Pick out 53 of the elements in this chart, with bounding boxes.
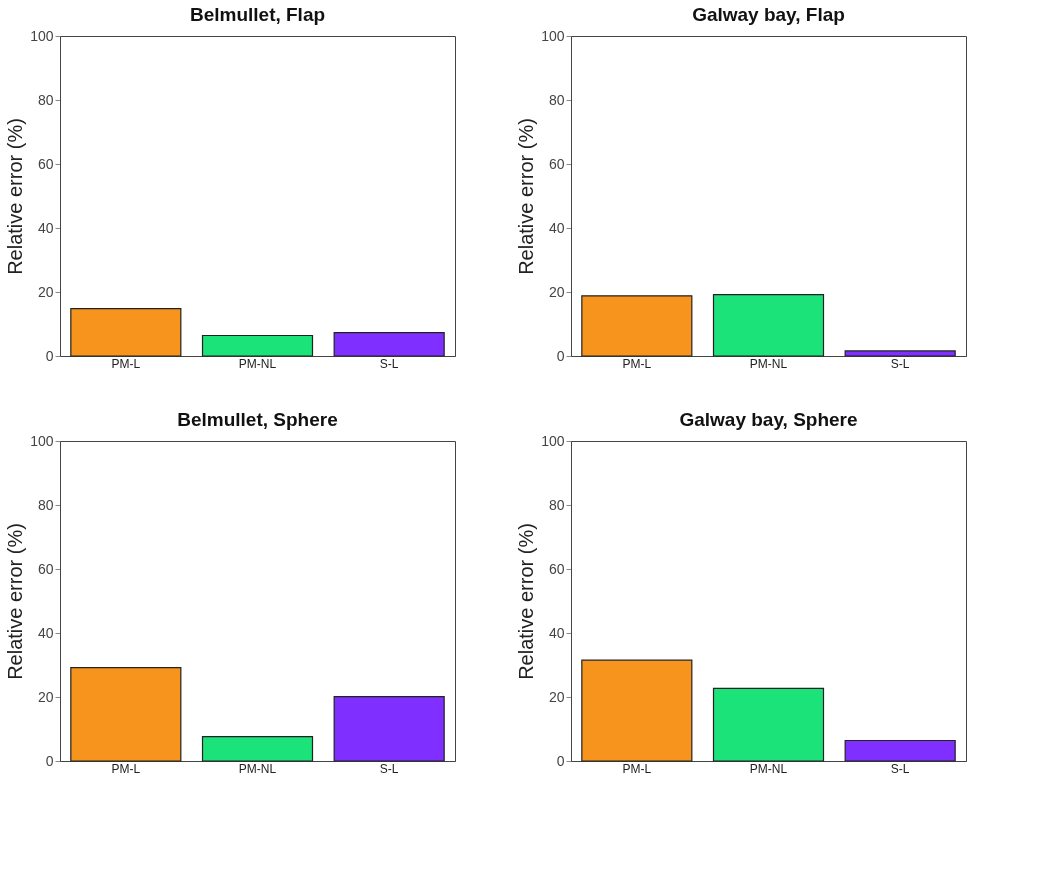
y-tick-label: 60 (548, 155, 565, 172)
y-tick-label: 0 (556, 347, 565, 364)
bar (712, 293, 825, 357)
x-tick-label: S-L (890, 761, 910, 776)
x-tick-label: PM-NL (238, 761, 277, 776)
y-tick-label: 40 (548, 624, 565, 641)
y-tick-label: 60 (37, 560, 54, 577)
y-tick-label: 40 (37, 219, 54, 236)
y-tick-label: 100 (541, 27, 565, 44)
bar (201, 736, 314, 762)
y-tick-label: 0 (556, 752, 565, 769)
x-tick-label: S-L (379, 356, 399, 371)
y-tick-label: 20 (548, 283, 565, 300)
x-tick-label: PM-NL (238, 356, 277, 371)
x-tick-label: S-L (379, 761, 399, 776)
bar (70, 666, 182, 762)
y-tick-label: 80 (548, 91, 565, 108)
y-tick-label: 0 (45, 752, 54, 769)
x-tick-label: PM-L (111, 356, 141, 371)
x-tick-label: PM-L (622, 761, 652, 776)
y-tick-label: 100 (541, 432, 565, 449)
y-tick-label: 80 (548, 496, 565, 513)
y-tick-label: 80 (37, 496, 54, 513)
y-tick-label: 40 (548, 219, 565, 236)
y-axis-title: Relative error (%) (515, 523, 538, 680)
chart-title: Belmullet, Flap (189, 4, 326, 25)
bar (712, 687, 825, 762)
y-axis-title: Relative error (%) (4, 523, 27, 680)
chart-title: Galway bay, Sphere (679, 409, 858, 430)
bar (844, 350, 956, 357)
y-tick-label: 0 (45, 347, 54, 364)
bar (581, 295, 693, 357)
y-tick-label: 20 (37, 688, 54, 705)
y-tick-label: 60 (37, 155, 54, 172)
bar (581, 659, 693, 762)
y-tick-label: 40 (37, 624, 54, 641)
chart-title: Belmullet, Sphere (177, 409, 338, 430)
x-tick-label: PM-NL (749, 761, 788, 776)
y-tick-label: 100 (30, 432, 54, 449)
y-tick-label: 20 (548, 688, 565, 705)
y-tick-label: 80 (37, 91, 54, 108)
x-tick-label: PM-L (111, 761, 141, 776)
y-tick-label: 20 (37, 283, 54, 300)
bar (844, 739, 956, 762)
y-axis-title: Relative error (%) (4, 118, 27, 275)
y-tick-label: 100 (30, 27, 54, 44)
y-axis-title: Relative error (%) (515, 118, 538, 275)
x-tick-label: PM-L (622, 356, 652, 371)
x-tick-label: PM-NL (749, 356, 788, 371)
x-tick-label: S-L (890, 356, 910, 371)
bar (333, 696, 445, 762)
chart-title: Galway bay, Flap (692, 4, 845, 25)
y-tick-label: 60 (548, 560, 565, 577)
